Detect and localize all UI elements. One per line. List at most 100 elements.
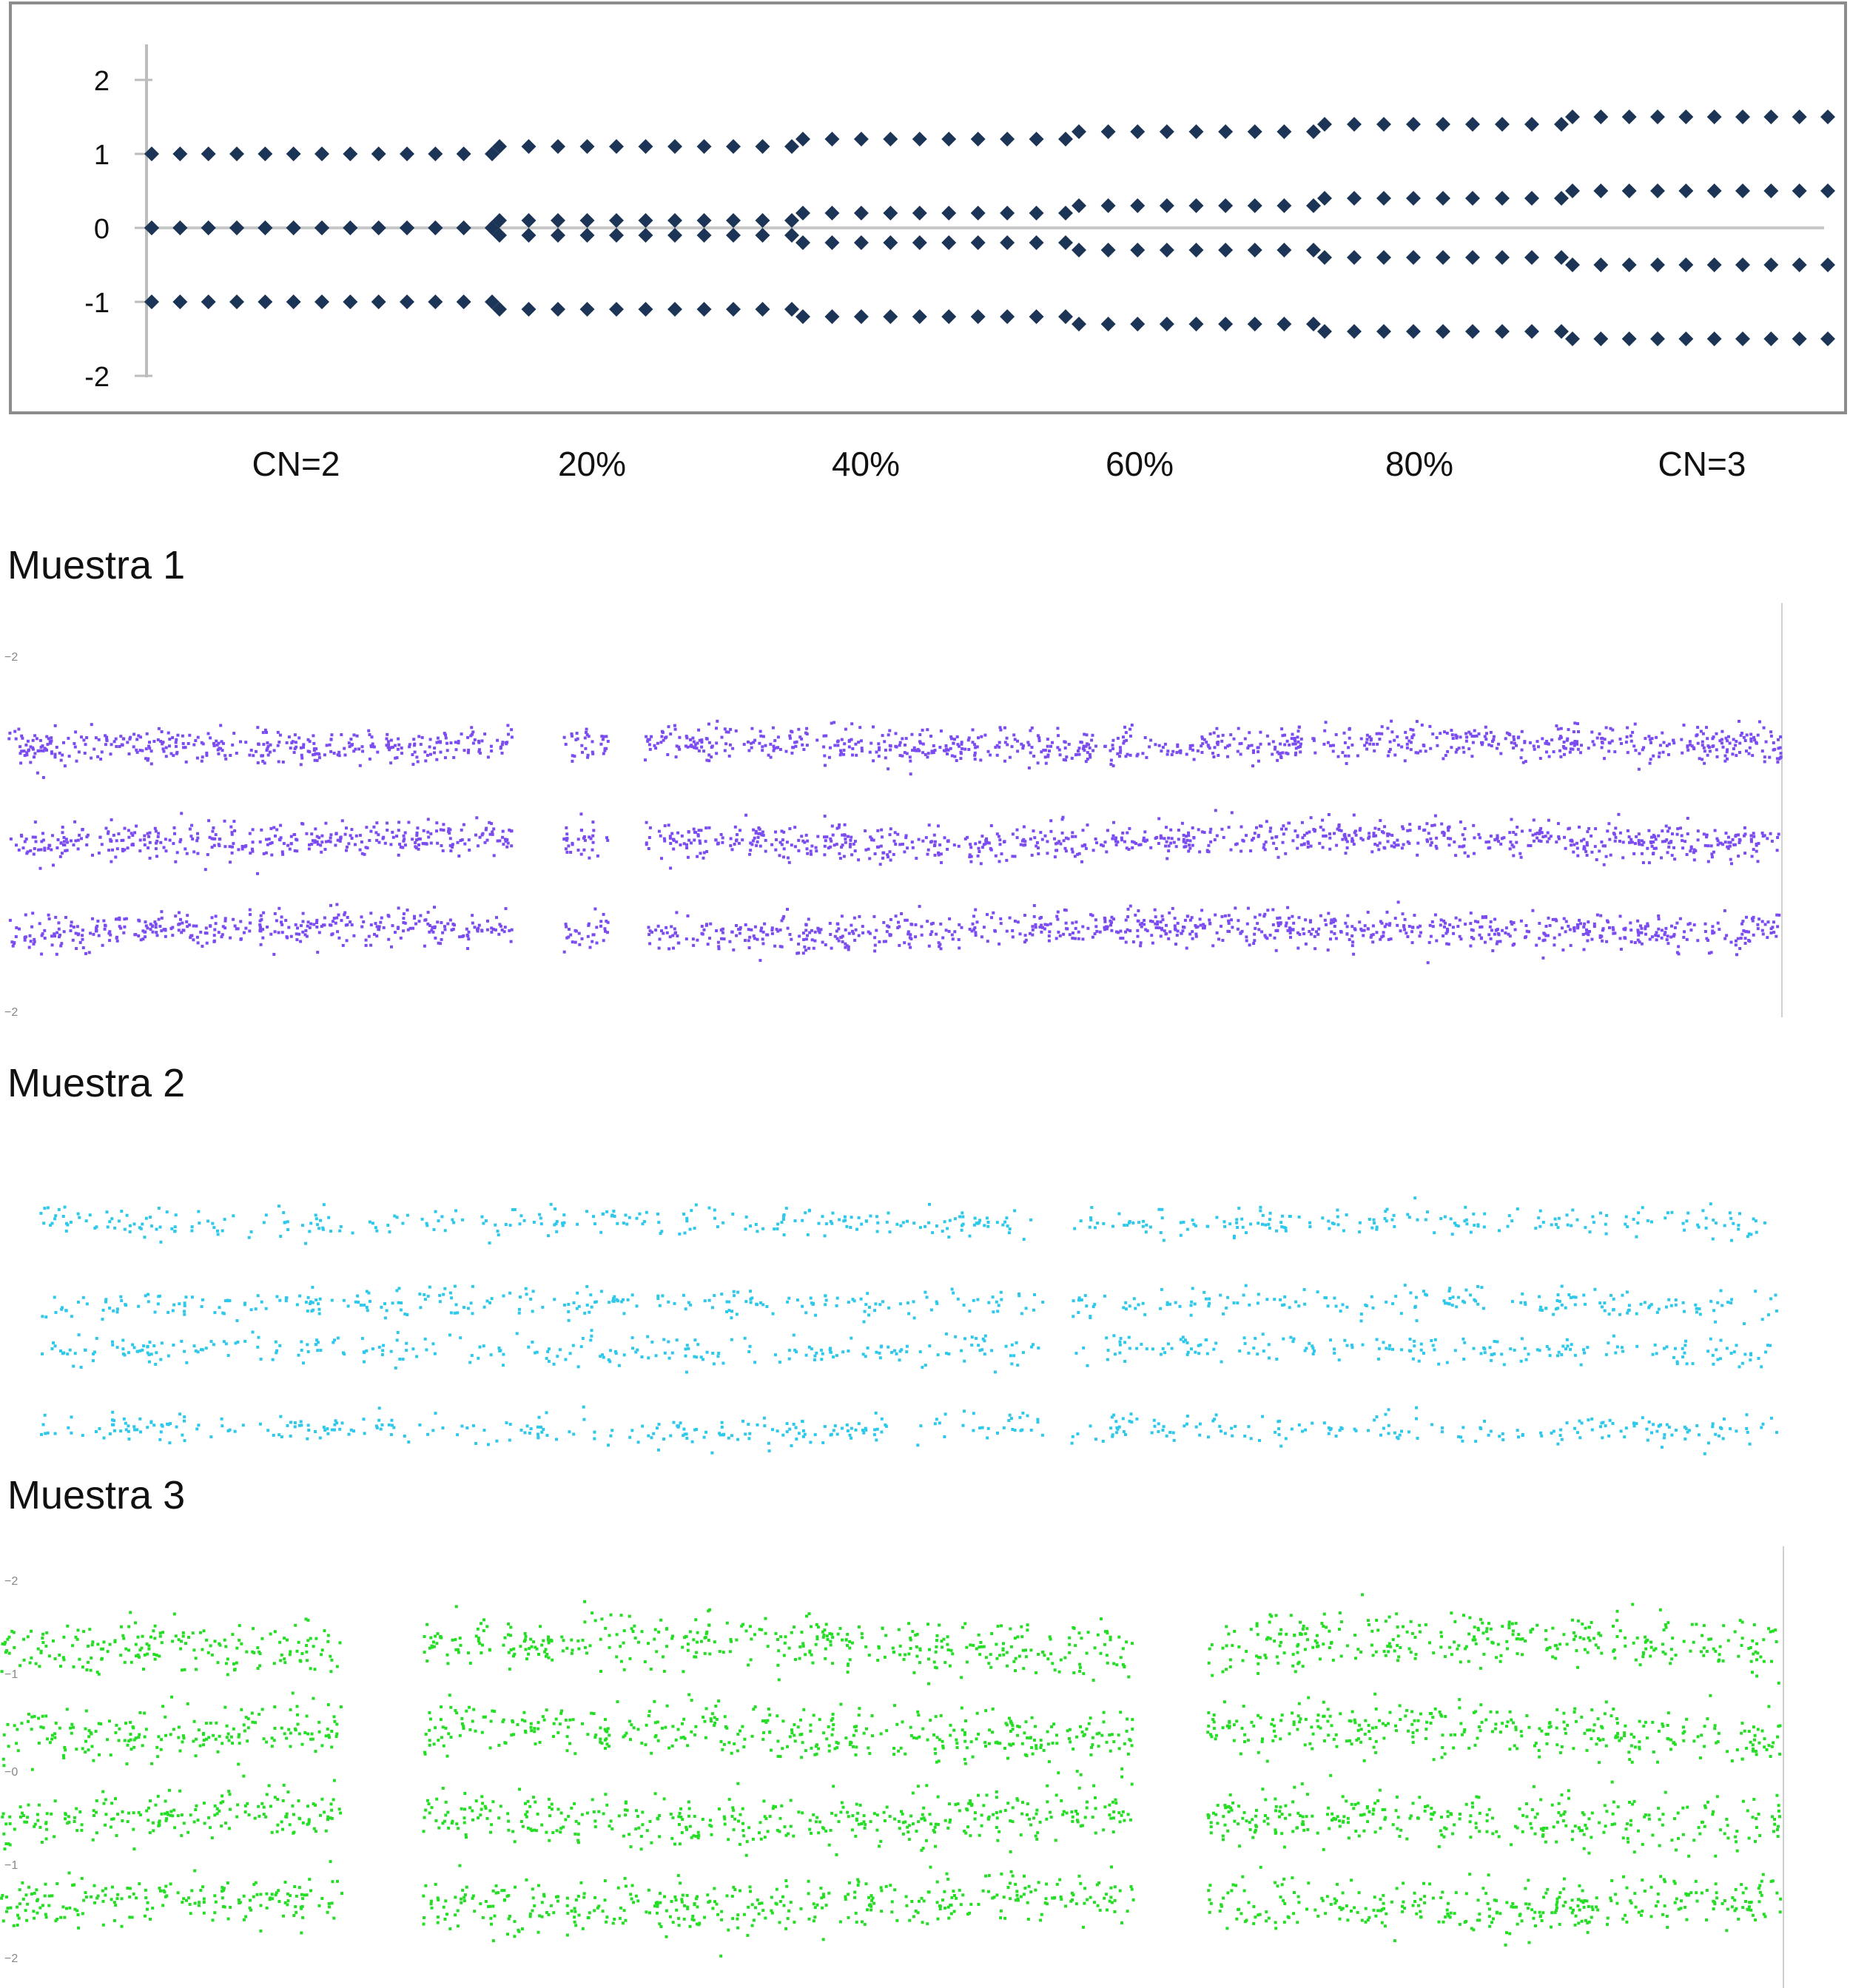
data-point <box>296 926 299 930</box>
data-point <box>1487 743 1491 747</box>
data-point <box>609 302 624 317</box>
data-point <box>223 1218 226 1222</box>
data-point <box>1123 725 1126 729</box>
data-point <box>1257 1222 1260 1225</box>
data-point <box>243 1339 247 1343</box>
data-point <box>171 736 175 739</box>
data-point <box>787 856 790 860</box>
data-point <box>620 1300 624 1304</box>
data-point <box>1720 741 1723 745</box>
data-point <box>429 752 432 756</box>
data-point <box>1667 826 1671 830</box>
data-point <box>1546 840 1550 843</box>
data-point <box>960 926 963 929</box>
data-point <box>1288 821 1291 825</box>
data-point <box>1375 732 1379 735</box>
data-point <box>1024 1307 1028 1310</box>
data-point <box>434 936 437 940</box>
data-point <box>322 1203 326 1207</box>
data-point <box>804 929 808 932</box>
data-point <box>1086 758 1089 761</box>
data-point <box>443 732 446 735</box>
data-point <box>149 762 153 766</box>
data-point <box>166 731 170 735</box>
data-point <box>753 836 756 840</box>
data-point <box>144 924 148 928</box>
data-point <box>898 744 901 747</box>
data-point <box>847 835 850 838</box>
data-point <box>764 849 767 853</box>
data-point <box>117 1219 121 1223</box>
data-point <box>903 941 906 945</box>
data-point <box>357 1301 360 1304</box>
data-point <box>669 866 673 870</box>
data-point <box>169 752 173 755</box>
data-point <box>1003 726 1006 730</box>
data-point <box>184 760 188 764</box>
data-point <box>1000 132 1015 146</box>
data-point <box>1167 844 1171 848</box>
data-point <box>589 1293 593 1297</box>
data-point <box>230 851 234 855</box>
data-point <box>1223 914 1227 917</box>
data-point <box>1296 746 1300 749</box>
data-point <box>1219 1293 1222 1297</box>
data-point <box>1322 828 1325 832</box>
data-point <box>352 934 356 937</box>
data-point <box>571 940 574 944</box>
data-point <box>1339 829 1343 832</box>
data-point <box>1410 736 1414 740</box>
data-point <box>431 930 435 934</box>
data-point <box>1447 843 1451 847</box>
data-point <box>212 1226 216 1230</box>
data-point <box>266 744 270 748</box>
data-point <box>1031 928 1035 931</box>
data-point <box>144 747 148 751</box>
data-point <box>1035 844 1038 848</box>
data-point <box>932 833 936 837</box>
data-point <box>168 738 172 741</box>
data-point <box>1414 1295 1418 1299</box>
data-point <box>1776 836 1780 839</box>
data-point <box>1575 923 1579 926</box>
data-point <box>1608 926 1611 929</box>
data-point <box>1371 1306 1375 1310</box>
data-point <box>1491 740 1494 743</box>
x-category-label: 20% <box>557 445 627 483</box>
data-point <box>761 749 764 752</box>
data-point <box>1263 934 1267 937</box>
data-point <box>201 755 204 759</box>
data-point <box>1427 832 1430 835</box>
data-point <box>1482 1225 1486 1229</box>
data-point <box>371 1222 374 1225</box>
data-point <box>1448 1297 1452 1300</box>
data-point <box>1167 836 1171 840</box>
data-point <box>1459 821 1462 823</box>
data-point <box>1365 738 1369 741</box>
data-point <box>1138 923 1142 926</box>
data-point <box>918 1350 922 1354</box>
data-point <box>295 932 298 936</box>
data-point <box>1290 737 1294 741</box>
data-point <box>774 830 777 834</box>
data-point <box>1029 931 1032 935</box>
data-point <box>1227 914 1231 917</box>
data-point <box>314 747 318 751</box>
data-point <box>402 917 406 920</box>
data-point <box>64 1229 68 1233</box>
data-point <box>1554 191 1569 206</box>
data-point <box>375 934 379 938</box>
data-point <box>316 951 320 954</box>
data-point <box>941 1230 944 1233</box>
data-point <box>1444 921 1447 925</box>
data-point <box>1379 819 1382 822</box>
data-point <box>782 830 786 834</box>
data-point <box>14 737 18 741</box>
data-point <box>1187 831 1190 835</box>
data-point <box>574 738 578 741</box>
data-point <box>665 931 669 934</box>
data-point <box>237 848 240 852</box>
data-point <box>417 920 421 923</box>
data-point <box>387 914 391 918</box>
data-point <box>1296 740 1300 744</box>
